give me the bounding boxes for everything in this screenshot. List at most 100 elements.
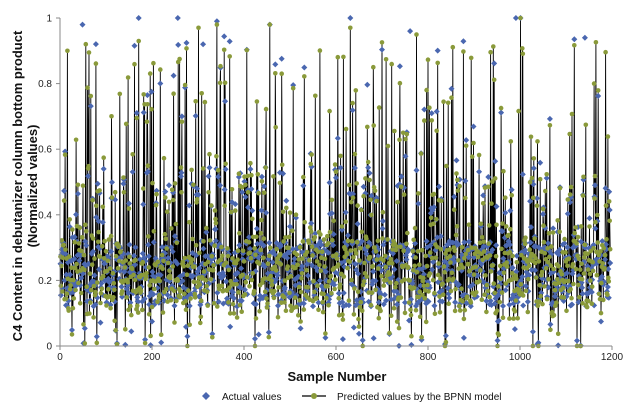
predicted-point [286, 234, 292, 240]
actual-point [149, 268, 156, 275]
predicted-point [532, 260, 538, 266]
predicted-point [355, 203, 360, 208]
predicted-point [373, 287, 378, 293]
actual-point [183, 39, 190, 46]
predicted-point [336, 262, 341, 267]
predicted-point [317, 48, 323, 53]
actual-point [286, 249, 293, 256]
predicted-point [463, 195, 468, 201]
actual-point [500, 303, 506, 309]
predicted-point [211, 300, 217, 306]
predicted-point [251, 288, 257, 294]
actual-point [507, 207, 514, 214]
actual-point [356, 330, 362, 337]
predicted-point [129, 266, 135, 272]
actual-point [157, 80, 164, 87]
predicted-point [599, 280, 604, 286]
predicted-point [286, 245, 291, 251]
predicted-point [343, 126, 349, 132]
predicted-point [88, 300, 93, 305]
predicted-point [350, 100, 355, 106]
x-ticks: 0 200 400 600 800 1000 1200 [57, 346, 623, 363]
actual-point [438, 287, 445, 294]
predicted-point [201, 239, 206, 244]
actual-point [527, 198, 534, 205]
predicted-point [62, 152, 68, 157]
predicted-point [245, 173, 250, 179]
actual-point [275, 302, 281, 309]
predicted-point [498, 276, 504, 282]
actual-point [236, 242, 243, 249]
actual-point [476, 168, 483, 175]
actual-point [71, 234, 78, 240]
predicted-point [348, 248, 354, 253]
predicted-point [452, 308, 458, 314]
actual-point [575, 299, 582, 306]
predicted-point [304, 249, 310, 255]
predicted-point [424, 263, 430, 269]
actual-point [513, 252, 520, 259]
predicted-point [200, 166, 206, 171]
actual-point [174, 260, 181, 267]
predicted-point [261, 190, 267, 195]
predicted-point [227, 54, 232, 59]
predicted-point [86, 163, 91, 169]
actual-point [564, 210, 571, 217]
y-tick-label: 0 [46, 342, 52, 353]
predicted-point [493, 253, 499, 259]
predicted-point [413, 307, 419, 313]
actual-point [178, 173, 184, 180]
predicted-point [388, 313, 394, 319]
predicted-point [212, 208, 218, 213]
predicted-point [371, 123, 377, 128]
predicted-point [243, 279, 249, 285]
actual-point [540, 211, 546, 218]
actual-point [428, 110, 435, 117]
predicted-point [429, 255, 435, 261]
actual-point [81, 325, 88, 332]
actual-point [427, 242, 434, 249]
actual-point [511, 326, 518, 333]
predicted-point [261, 255, 266, 261]
predicted-point [67, 286, 73, 292]
predicted-point [329, 197, 335, 203]
predicted-point [398, 295, 404, 300]
actual-point [547, 321, 554, 328]
predicted-point [182, 255, 187, 261]
legend-diamond-marker [202, 392, 210, 400]
predicted-point [453, 286, 458, 292]
predicted-point [213, 220, 219, 226]
actual-point [537, 159, 544, 166]
predicted-point [571, 281, 576, 287]
predicted-point [199, 91, 204, 96]
predicted-point [416, 191, 421, 196]
predicted-point [101, 155, 106, 160]
predicted-point [263, 106, 269, 112]
predicted-point [111, 295, 116, 300]
actual-point [157, 272, 164, 278]
actual-point [408, 341, 415, 348]
predicted-point [606, 275, 611, 281]
predicted-point [290, 85, 296, 91]
predicted-point [398, 244, 403, 250]
predicted-point [509, 193, 514, 198]
predicted-point [248, 160, 253, 166]
actual-point [406, 317, 413, 324]
predicted-point [308, 229, 314, 234]
actual-point [529, 328, 536, 335]
predicted-point [253, 316, 259, 321]
actual-point [453, 157, 460, 164]
x-tick-label: 1200 [601, 352, 623, 363]
predicted-point [440, 281, 446, 287]
predicted-point [394, 319, 400, 324]
predicted-point [504, 264, 510, 269]
predicted-point [385, 237, 390, 242]
predicted-point [216, 283, 221, 289]
predicted-point [294, 252, 300, 257]
predicted-point [387, 271, 393, 277]
predicted-point [124, 295, 129, 300]
actual-point [372, 277, 379, 284]
predicted-point [245, 189, 251, 195]
predicted-point [523, 235, 528, 240]
predicted-point [326, 303, 331, 308]
